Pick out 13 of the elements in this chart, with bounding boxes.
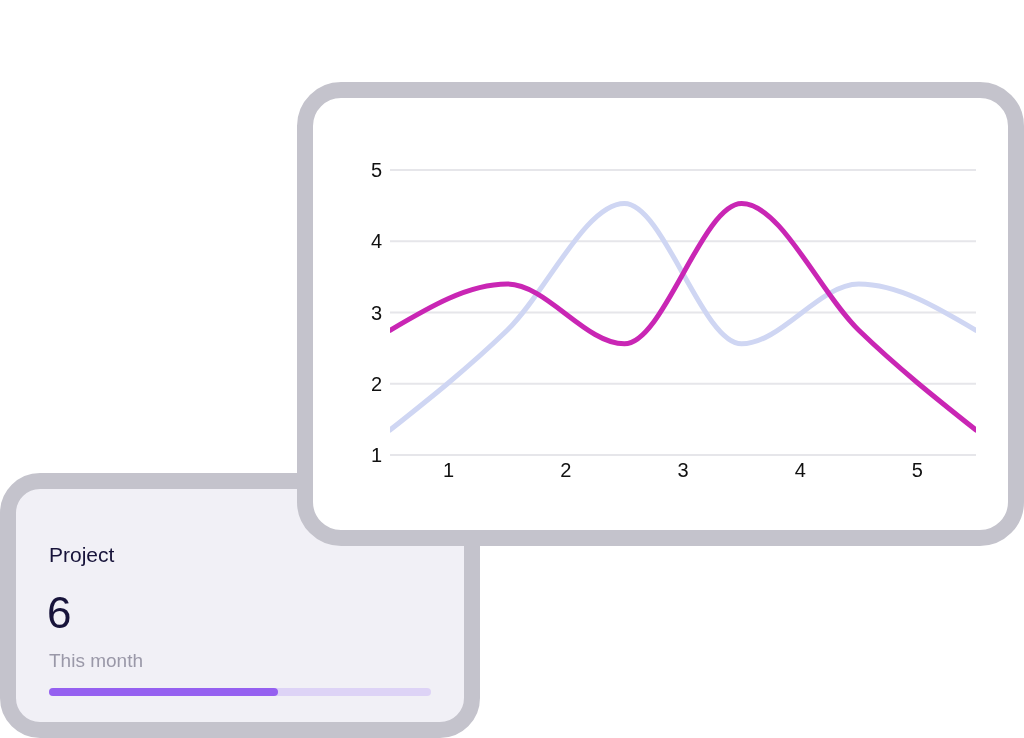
- y-tick-label: 5: [370, 159, 382, 182]
- x-tick-label: 3: [677, 459, 689, 482]
- y-tick-label: 3: [370, 301, 382, 324]
- y-tick-label: 4: [370, 230, 382, 253]
- x-tick-label: 1: [443, 459, 455, 482]
- text: This month: [49, 650, 143, 672]
- y-tick-label: 1: [370, 444, 382, 467]
- x-tick-label: 5: [911, 459, 923, 482]
- text: Project: [49, 543, 115, 567]
- x-tick-label: 4: [794, 459, 806, 482]
- text: 6: [47, 588, 72, 638]
- x-tick-label: 2: [560, 459, 572, 482]
- y-tick-label: 2: [370, 372, 382, 395]
